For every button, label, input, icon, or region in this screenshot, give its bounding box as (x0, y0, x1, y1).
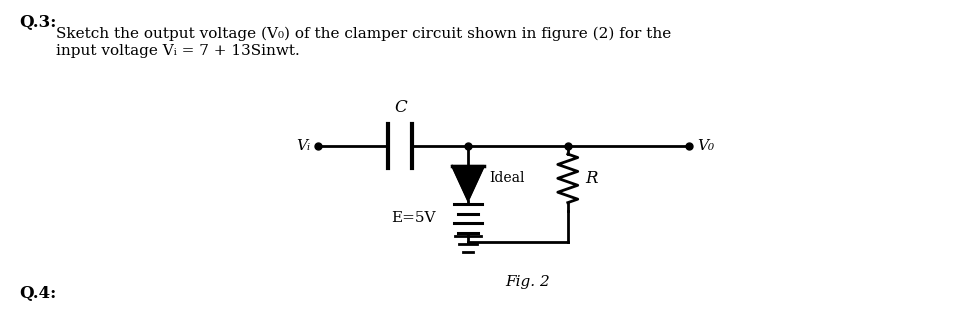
Text: C: C (394, 100, 407, 117)
Polygon shape (452, 166, 484, 201)
Text: Ideal: Ideal (489, 171, 525, 185)
Text: Vᵢ: Vᵢ (296, 139, 310, 153)
Text: Sketch the output voltage (V₀) of the clamper circuit shown in figure (2) for th: Sketch the output voltage (V₀) of the cl… (57, 26, 672, 40)
Text: input voltage Vᵢ = 7 + 13Sinwt.: input voltage Vᵢ = 7 + 13Sinwt. (57, 44, 300, 58)
Text: V₀: V₀ (697, 139, 715, 153)
Text: Fig. 2: Fig. 2 (505, 275, 550, 289)
Text: E=5V: E=5V (392, 212, 436, 225)
Text: Q.4:: Q.4: (20, 285, 57, 302)
Text: Q.3:: Q.3: (20, 14, 57, 31)
Text: R: R (586, 170, 599, 187)
